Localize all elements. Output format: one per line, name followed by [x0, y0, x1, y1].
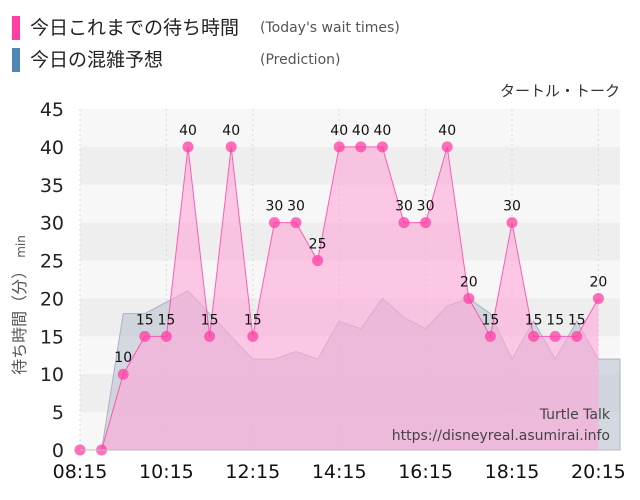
today-point	[506, 217, 518, 229]
legend-prediction-sublabel: (Prediction)	[260, 52, 341, 68]
today-point	[204, 330, 216, 342]
x-tick-label: 16:15	[398, 461, 453, 483]
x-tick-label: 10:15	[139, 461, 194, 483]
today-point	[441, 141, 453, 153]
today-point	[376, 141, 388, 153]
today-data-label: 15	[525, 312, 543, 328]
today-data-label: 25	[309, 237, 327, 253]
today-point	[117, 368, 129, 380]
today-point	[528, 330, 540, 342]
today-data-label: 15	[481, 312, 499, 328]
today-point	[290, 217, 302, 229]
watermark-url: https://disneyreal.asumirai.info	[392, 428, 610, 444]
y-tick-label: 5	[52, 402, 64, 424]
today-data-label: 40	[222, 123, 240, 139]
x-tick-label: 08:15	[53, 461, 108, 483]
y-tick-label: 20	[40, 288, 64, 310]
today-data-label: 20	[460, 274, 478, 290]
today-point	[182, 141, 194, 153]
today-data-label: 30	[395, 199, 413, 215]
today-point	[484, 330, 496, 342]
today-data-label: 40	[352, 123, 370, 139]
y-tick-label: 35	[40, 175, 64, 197]
today-data-label: 10	[114, 350, 132, 366]
today-point	[225, 141, 237, 153]
x-tick-label: 14:15	[312, 461, 367, 483]
today-data-label: 40	[373, 123, 391, 139]
y-tick-label: 40	[40, 137, 64, 159]
x-tick-label: 18:15	[485, 461, 540, 483]
today-data-label: 15	[244, 312, 262, 328]
legend-prediction-label: 今日の混雑予想	[30, 49, 164, 71]
today-data-label: 40	[179, 123, 197, 139]
x-tick-label: 20:15	[571, 461, 626, 483]
legend-today-label: 今日これまでの待ち時間	[30, 17, 240, 39]
y-tick-label: 30	[40, 213, 64, 235]
today-data-label: 15	[546, 312, 564, 328]
today-data-label: 20	[589, 274, 607, 290]
today-data-label: 15	[568, 312, 586, 328]
today-point	[160, 330, 172, 342]
y-tick-label: 0	[52, 440, 64, 462]
today-point	[571, 330, 583, 342]
today-data-label: 40	[438, 123, 456, 139]
today-point	[268, 217, 280, 229]
today-data-label: 15	[201, 312, 219, 328]
today-point	[312, 255, 324, 267]
legend-today-swatch	[12, 16, 20, 40]
today-point	[247, 330, 259, 342]
today-data-label: 40	[330, 123, 348, 139]
today-point	[549, 330, 561, 342]
today-data-label: 15	[136, 312, 154, 328]
legend-today-sublabel: (Today's wait times)	[260, 20, 400, 36]
x-tick-label: 12:15	[225, 461, 280, 483]
today-point	[355, 141, 367, 153]
today-area	[80, 146, 599, 450]
today-data-label: 30	[287, 199, 305, 215]
today-data-label: 30	[503, 199, 521, 215]
legend-prediction-swatch	[12, 48, 20, 72]
y-tick-label: 45	[40, 99, 64, 121]
y-tick-label: 10	[40, 364, 64, 386]
today-point	[139, 330, 151, 342]
y-tick-label: 15	[40, 326, 64, 348]
today-point	[398, 217, 410, 229]
today-point	[463, 292, 475, 304]
today-data-label: 30	[265, 199, 283, 215]
y-tick-label: 25	[40, 251, 64, 273]
watermark-name: Turtle Talk	[539, 407, 611, 423]
attraction-name: タートル・トーク	[499, 82, 620, 100]
today-point	[333, 141, 345, 153]
today-data-label: 15	[157, 312, 175, 328]
today-point	[592, 292, 604, 304]
today-point	[420, 217, 432, 229]
today-data-label: 30	[417, 199, 435, 215]
